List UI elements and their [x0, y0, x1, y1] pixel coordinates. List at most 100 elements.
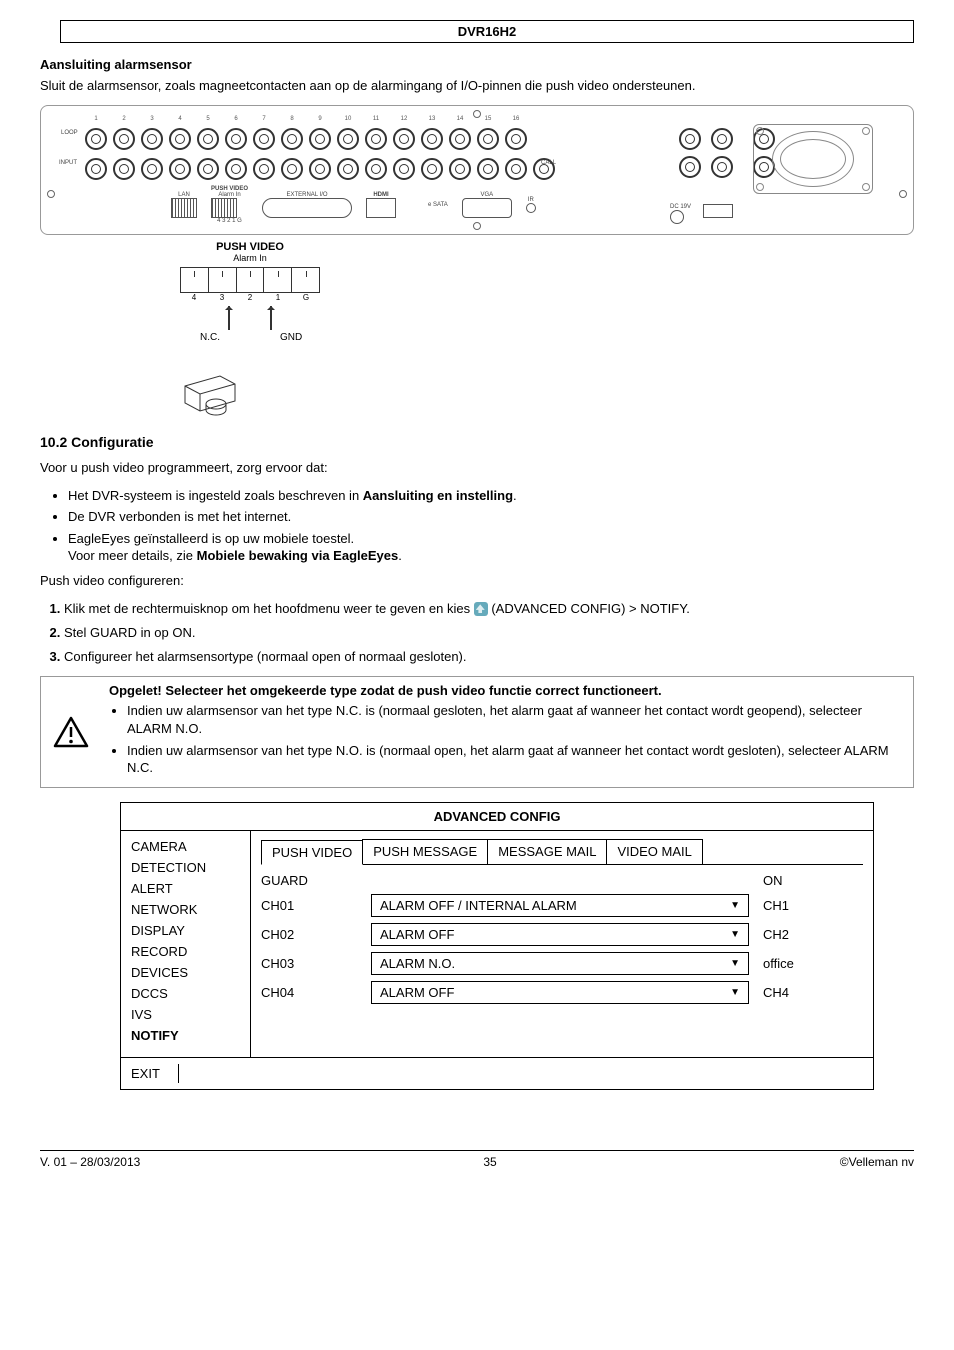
screw-hole-icon [862, 183, 870, 191]
bnc-icon [225, 158, 247, 180]
push-video-detail: PUSH VIDEO Alarm In 4321G N.C. GND [180, 241, 320, 416]
config-row-value: CH2 [763, 927, 863, 942]
config-row: CH03ALARM N.O.▼office [261, 952, 863, 975]
bnc-icon [365, 158, 387, 180]
bottom-ports: LAN PUSH VIDEO Alarm In 4 3 2 1 G EXTERN… [171, 186, 536, 224]
config-row-dropdown[interactable]: ALARM OFF / INTERNAL ALARM▼ [371, 894, 749, 917]
prereq-item: De DVR verbonden is met het internet. [68, 508, 914, 526]
loop-connectors [85, 128, 527, 150]
dc-port-icon [670, 210, 684, 224]
bnc-icon [169, 128, 191, 150]
config-menu-item[interactable]: CAMERA [131, 839, 240, 854]
page-footer: V. 01 – 28/03/2013 35 ©Velleman nv [40, 1150, 914, 1169]
config-menu-item[interactable]: DCCS [131, 986, 240, 1001]
bnc-icon [141, 128, 163, 150]
power-ports: DC 19V [670, 204, 733, 224]
arrow-up-icon [228, 306, 230, 330]
bnc-icon [281, 128, 303, 150]
config-row-value: office [763, 956, 863, 971]
terminal-block-icon [180, 267, 320, 293]
hdmi-port-icon [366, 198, 396, 218]
pv-pins: 4 3 2 1 G [211, 218, 248, 224]
mount-hole-icon [899, 190, 907, 198]
config-row: CH04ALARM OFF▼CH4 [261, 981, 863, 1004]
bnc-icon [421, 158, 443, 180]
ir-port-icon [526, 203, 536, 213]
bnc-icon [141, 158, 163, 180]
config-row-value: CH4 [763, 985, 863, 1000]
loop-label: LOOP [61, 130, 78, 136]
bnc-icon [253, 128, 275, 150]
config-row-value: CH1 [763, 898, 863, 913]
pv-label: PUSH VIDEO [211, 186, 248, 192]
config-tab[interactable]: PUSH MESSAGE [362, 839, 488, 864]
vga-label: VGA [462, 192, 512, 198]
config-menu-item[interactable]: DETECTION [131, 860, 240, 875]
config-tab[interactable]: VIDEO MAIL [606, 839, 702, 864]
config-menu-item[interactable]: IVS [131, 1007, 240, 1022]
config-row-label: CH01 [261, 898, 371, 913]
mount-hole-icon [47, 190, 55, 198]
config-row: GUARD ON [261, 873, 863, 888]
prereq-list: Het DVR-systeem is ingesteld zoals besch… [68, 487, 914, 565]
section1-title: Aansluiting alarmsensor [40, 57, 914, 72]
fan-vent-icon [753, 124, 873, 194]
bnc-icon [477, 128, 499, 150]
bnc-icon [711, 156, 733, 178]
config-menu-item[interactable]: NETWORK [131, 902, 240, 917]
config-menu-item-active[interactable]: NOTIFY [131, 1028, 240, 1043]
bnc-icon [85, 128, 107, 150]
config-rows: GUARDONCH01ALARM OFF / INTERNAL ALARM▼CH… [261, 873, 863, 1004]
config-menu-item[interactable]: ALERT [131, 881, 240, 896]
channel-numbers: 12345678910111213141516 [85, 116, 527, 122]
input-label: INPUT [59, 160, 77, 166]
bnc-icon [113, 158, 135, 180]
exit-row: EXIT [121, 1057, 873, 1089]
warning-title: Opgelet! Selecteer het omgekeerde type z… [109, 683, 905, 698]
config-row-label: GUARD [261, 873, 371, 888]
sensor-icon [180, 366, 250, 416]
prereq-item: EagleEyes geïnstalleerd is op uw mobiele… [68, 530, 914, 565]
exit-button[interactable]: EXIT [131, 1064, 179, 1083]
external-io-port-icon [262, 198, 352, 218]
config-menu-item[interactable]: DEVICES [131, 965, 240, 980]
bnc-icon [225, 128, 247, 150]
prereq-item: Het DVR-systeem is ingesteld zoals besch… [68, 487, 914, 505]
push-video-port-icon [211, 198, 237, 218]
config-tab[interactable]: PUSH VIDEO [261, 840, 363, 865]
bnc-icon [85, 158, 107, 180]
warning-box: Opgelet! Selecteer het omgekeerde type z… [40, 676, 914, 787]
bnc-icon [505, 128, 527, 150]
gnd-label: GND [280, 332, 302, 343]
config-menu-item[interactable]: DISPLAY [131, 923, 240, 938]
config-row-dropdown[interactable]: ALARM N.O.▼ [371, 952, 749, 975]
chevron-down-icon: ▼ [730, 929, 740, 940]
bnc-icon [365, 128, 387, 150]
config-row-dropdown[interactable]: ALARM OFF▼ [371, 923, 749, 946]
footer-left: V. 01 – 28/03/2013 [40, 1155, 140, 1169]
bnc-icon [393, 158, 415, 180]
aux-connectors [679, 128, 733, 178]
config-row-label: CH02 [261, 927, 371, 942]
config-row: CH02ALARM OFF▼ CH2 [261, 923, 863, 946]
bnc-icon [477, 158, 499, 180]
chevron-down-icon: ▼ [730, 958, 740, 969]
config-row-dropdown[interactable]: ALARM OFF▼ [371, 981, 749, 1004]
warning-items: Indien uw alarmsensor van het type N.C. … [127, 702, 905, 776]
dc-label: DC 19V [670, 204, 691, 210]
screw-hole-icon [756, 183, 764, 191]
arrow-up-icon [270, 306, 272, 330]
config-row-value: ON [763, 873, 863, 888]
config-menu-item[interactable]: RECORD [131, 944, 240, 959]
esata-label: e SATA [428, 202, 448, 208]
vga-port-icon [462, 198, 512, 218]
steps-list: Klik met de rechtermuisknop om het hoofd… [64, 600, 914, 667]
ext-label: EXTERNAL I/O [262, 192, 352, 198]
warning-item: Indien uw alarmsensor van het type N.O. … [127, 742, 905, 777]
ir-label: IR [526, 197, 536, 203]
section2-intro: Voor u push video programmeert, zorg erv… [40, 460, 914, 477]
config-tab[interactable]: MESSAGE MAIL [487, 839, 607, 864]
chevron-down-icon: ▼ [730, 900, 740, 911]
config-panel-title: ADVANCED CONFIG [121, 803, 873, 830]
section1-intro: Sluit de alarmsensor, zoals magneetconta… [40, 78, 914, 95]
